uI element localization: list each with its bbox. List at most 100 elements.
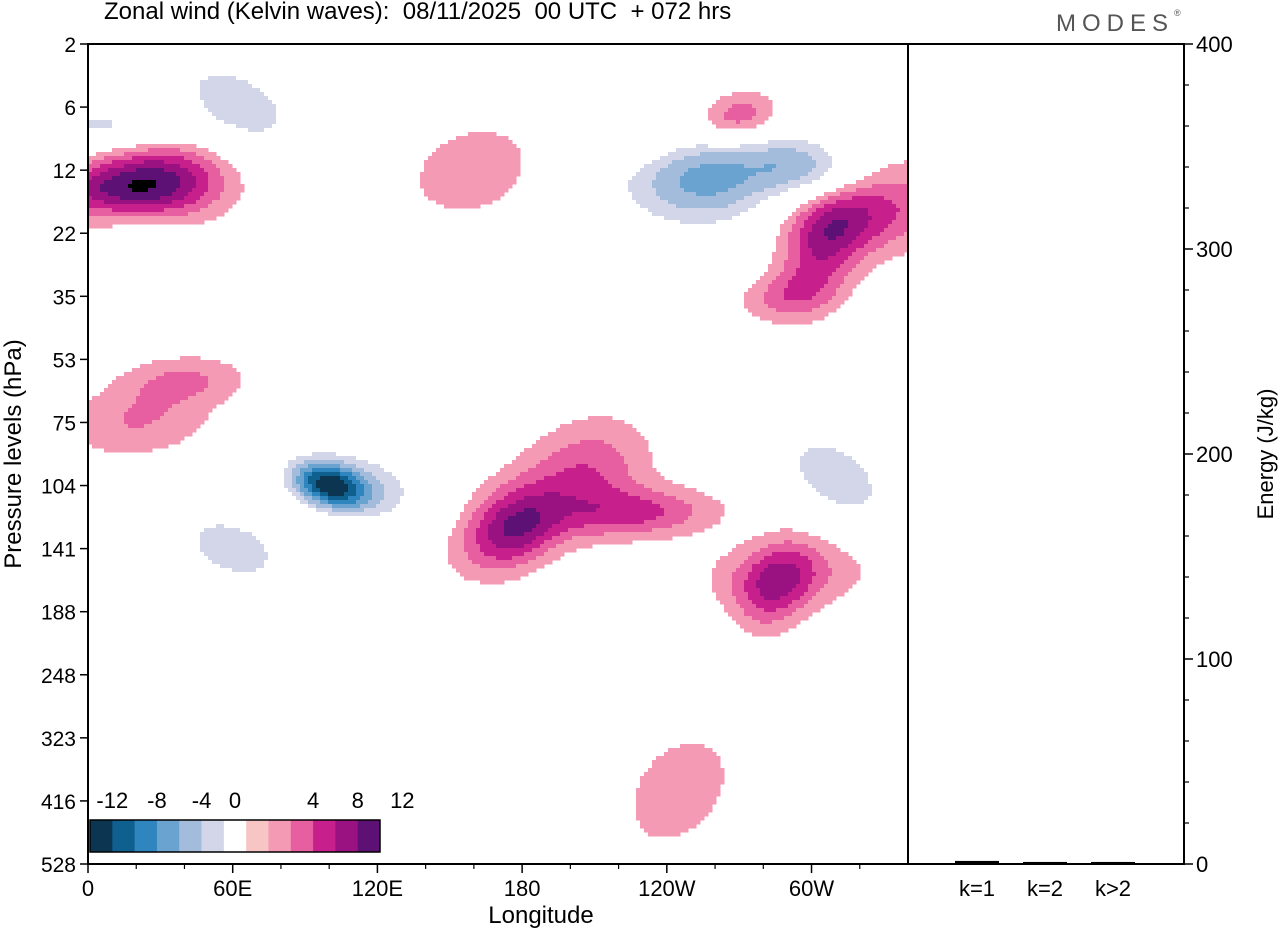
heatmap-cell: [724, 196, 729, 201]
heatmap-cell: [224, 88, 229, 93]
heatmap-cell: [784, 136, 789, 141]
heatmap-cell: [792, 312, 797, 317]
heatmap-cell: [148, 436, 153, 441]
heatmap-cell: [300, 112, 305, 117]
heatmap-cell: [828, 172, 833, 177]
heatmap-cell: [716, 228, 721, 233]
heatmap-cell: [148, 412, 153, 417]
heatmap-cell: [696, 176, 701, 181]
heatmap-cell: [228, 388, 233, 393]
heatmap-cell: [180, 396, 185, 401]
heatmap-cell: [756, 144, 761, 149]
heatmap-cell: [656, 152, 661, 157]
heatmap-cell: [588, 416, 593, 421]
heatmap-cell: [604, 184, 609, 189]
heatmap-cell: [96, 440, 101, 445]
heatmap-cell: [132, 192, 137, 197]
heatmap-cell: [156, 72, 161, 77]
heatmap-cell: [772, 136, 777, 141]
heatmap-cell: [816, 160, 821, 165]
heatmap-cell: [900, 244, 905, 249]
heatmap-cell: [864, 188, 869, 193]
heatmap-cell: [904, 196, 909, 201]
heatmap-cell: [872, 204, 877, 209]
heatmap-cell: [684, 168, 689, 173]
heatmap-cell: [264, 88, 269, 93]
heatmap-cell: [180, 192, 185, 197]
heatmap-cell: [768, 168, 773, 173]
heatmap-cell: [244, 88, 249, 93]
heatmap-cell: [884, 224, 889, 229]
heatmap-cell: [140, 436, 145, 441]
heatmap-cell: [224, 188, 229, 193]
heatmap-cell: [780, 316, 785, 321]
heatmap-cell: [144, 256, 149, 261]
heatmap-cell: [96, 216, 101, 221]
heatmap-cell: [444, 172, 449, 177]
heatmap-cell: [132, 432, 137, 437]
heatmap-cell: [708, 116, 713, 121]
heatmap-cell: [152, 164, 157, 169]
heatmap-cell: [188, 364, 193, 369]
heatmap-cell: [664, 204, 669, 209]
heatmap-cell: [840, 196, 845, 201]
heatmap-cell: [264, 120, 269, 125]
heatmap-cell: [268, 112, 273, 117]
heatmap-cell: [856, 200, 861, 205]
heatmap-cell: [496, 144, 501, 149]
heatmap-cell: [824, 164, 829, 169]
heatmap-cell: [180, 200, 185, 205]
heatmap-cell: [208, 360, 213, 365]
heatmap-cell: [164, 100, 169, 105]
heatmap-cell: [732, 108, 737, 113]
heatmap-cell: [896, 208, 901, 213]
heatmap-cell: [768, 160, 773, 165]
heatmap-cell: [720, 144, 725, 149]
heatmap-cell: [664, 176, 669, 181]
heatmap-cell: [452, 160, 457, 165]
heatmap-cell: [716, 224, 721, 229]
heatmap-cell: [196, 60, 201, 65]
heatmap-cell: [872, 256, 877, 261]
heatmap-cell: [720, 152, 725, 157]
heatmap-cell: [864, 236, 869, 241]
heatmap-cell: [816, 300, 821, 305]
heatmap-cell: [120, 168, 125, 173]
heatmap-cell: [492, 140, 497, 145]
heatmap-cell: [228, 88, 233, 93]
heatmap-cell: [108, 132, 113, 137]
heatmap-cell: [640, 196, 645, 201]
heatmap-cell: [196, 64, 201, 69]
heatmap-cell: [720, 96, 725, 101]
heatmap-cell: [576, 428, 581, 433]
heatmap-cell: [112, 180, 117, 185]
heatmap-cell: [144, 168, 149, 173]
heatmap-cell: [124, 184, 129, 189]
heatmap-cell: [724, 220, 729, 225]
heatmap-cell: [184, 180, 189, 185]
heatmap-cell: [88, 172, 93, 177]
heatmap-cell: [172, 396, 177, 401]
heatmap-cell: [724, 100, 729, 105]
heatmap-cell: [680, 156, 685, 161]
heatmap-cell: [188, 64, 193, 69]
heatmap-cell: [756, 176, 761, 181]
heatmap-cell: [828, 164, 833, 169]
heatmap-cell: [808, 304, 813, 309]
heatmap-cell: [292, 84, 297, 89]
heatmap-cell: [232, 376, 237, 381]
heatmap-cell: [304, 112, 309, 117]
heatmap-cell: [728, 220, 733, 225]
heatmap-cell: [852, 236, 857, 241]
heatmap-cell: [668, 180, 673, 185]
heatmap-cell: [832, 276, 837, 281]
heatmap-cell: [196, 416, 201, 421]
heatmap-cell: [268, 132, 273, 137]
heatmap-cell: [800, 276, 805, 281]
heatmap-cell: [224, 184, 229, 189]
heatmap-cell: [704, 236, 709, 241]
heatmap-cell: [716, 120, 721, 125]
heatmap-cell: [168, 436, 173, 441]
heatmap-cell: [228, 384, 233, 389]
heatmap-cell: [876, 176, 881, 181]
